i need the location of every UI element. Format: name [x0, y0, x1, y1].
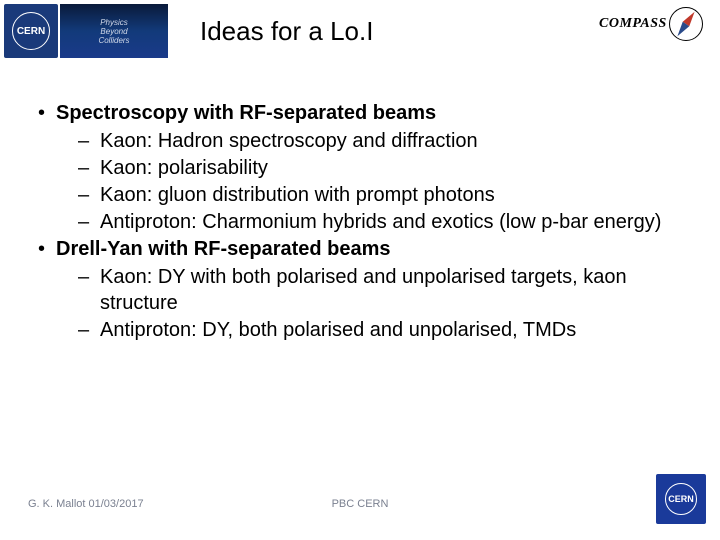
- dash-marker: –: [78, 317, 100, 343]
- bullet-marker: •: [36, 100, 56, 126]
- footer-logo-text: CERN: [668, 494, 694, 504]
- bullet-level1: • Drell-Yan with RF-separated beams: [36, 236, 692, 262]
- header-logo-group: CERN Physics Beyond Colliders: [0, 0, 170, 62]
- compass-label: COMPASS: [599, 16, 667, 32]
- list-item: Kaon: gluon distribution with prompt pho…: [100, 182, 692, 208]
- pbc-logo-icon: Physics Beyond Colliders: [60, 4, 168, 58]
- cern-logo-icon: CERN: [4, 4, 58, 58]
- list-item: Antiproton: DY, both polarised and unpol…: [100, 317, 692, 343]
- list-item: Kaon: polarisability: [100, 155, 692, 181]
- list-item: Kaon: Hadron spectroscopy and diffractio…: [100, 128, 692, 154]
- compass-icon: [669, 7, 703, 41]
- slide-footer: G. K. Mallot 01/03/2017 PBC CERN CERN: [0, 476, 720, 526]
- section-heading: Drell-Yan with RF-separated beams: [56, 236, 391, 262]
- bullet-marker: •: [36, 236, 56, 262]
- slide-body: • Spectroscopy with RF-separated beams –…: [0, 62, 720, 343]
- dash-marker: –: [78, 209, 100, 235]
- cern-logo-text: CERN: [17, 26, 45, 37]
- section-heading: Spectroscopy with RF-separated beams: [56, 100, 436, 126]
- footer-center: PBC CERN: [0, 498, 720, 510]
- bullet-level1: • Spectroscopy with RF-separated beams: [36, 100, 692, 126]
- bullet-level2: – Kaon: DY with both polarised and unpol…: [36, 264, 692, 316]
- footer-cern-logo-icon: CERN: [656, 474, 706, 524]
- pbc-line3: Colliders: [98, 36, 129, 45]
- bullet-level2: – Kaon: Hadron spectroscopy and diffract…: [36, 128, 692, 154]
- bullet-level2: – Kaon: polarisability: [36, 155, 692, 181]
- pbc-line2: Beyond: [100, 27, 127, 36]
- list-item: Kaon: DY with both polarised and unpolar…: [100, 264, 692, 316]
- slide-title: Ideas for a Lo.I: [200, 16, 373, 47]
- pbc-line1: Physics: [100, 18, 128, 27]
- slide-header: CERN Physics Beyond Colliders Ideas for …: [0, 0, 720, 62]
- dash-marker: –: [78, 264, 100, 316]
- dash-marker: –: [78, 128, 100, 154]
- bullet-level2: – Kaon: gluon distribution with prompt p…: [36, 182, 692, 208]
- bullet-level2: – Antiproton: DY, both polarised and unp…: [36, 317, 692, 343]
- compass-logo: COMPASS: [599, 4, 714, 44]
- dash-marker: –: [78, 155, 100, 181]
- dash-marker: –: [78, 182, 100, 208]
- bullet-level2: – Antiproton: Charmonium hybrids and exo…: [36, 209, 692, 235]
- list-item: Antiproton: Charmonium hybrids and exoti…: [100, 209, 692, 235]
